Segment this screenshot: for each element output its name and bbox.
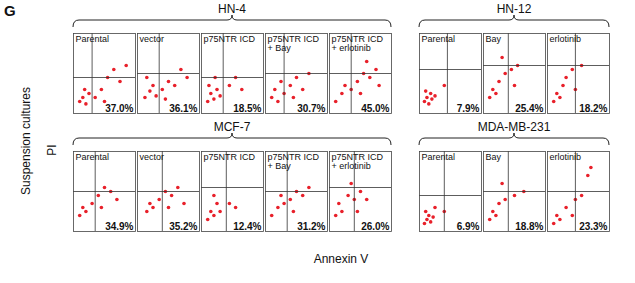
html-text:HN-12: HN-12	[496, 2, 532, 16]
svg-text:vector: vector	[140, 152, 165, 162]
svg-text:Parental: Parental	[422, 34, 456, 44]
html-text:G: G	[4, 2, 16, 19]
svg-text:vector: vector	[140, 34, 165, 44]
svg-text:36.1%: 36.1%	[169, 103, 197, 114]
svg-text:25.4%: 25.4%	[515, 103, 543, 114]
svg-text:p75NTR ICD+ Bay: p75NTR ICD+ Bay	[268, 34, 320, 53]
svg-text:6.9%: 6.9%	[457, 221, 480, 232]
svg-text:p75NTR ICD+ Bay: p75NTR ICD+ Bay	[268, 152, 320, 171]
html-text:Suspension cultures: Suspension cultures	[19, 87, 33, 195]
svg-text:Parental: Parental	[422, 152, 456, 162]
svg-text:Parental: Parental	[76, 34, 110, 44]
svg-text:31.2%: 31.2%	[297, 221, 325, 232]
html-text:HN-4: HN-4	[218, 2, 246, 16]
svg-text:26.0%: 26.0%	[361, 221, 389, 232]
svg-text:Bay: Bay	[486, 34, 502, 44]
svg-text:45.0%: 45.0%	[361, 103, 389, 114]
svg-text:7.9%: 7.9%	[457, 103, 480, 114]
svg-text:18.2%: 18.2%	[579, 103, 607, 114]
svg-text:18.8%: 18.8%	[515, 221, 543, 232]
html-text:MCF-7: MCF-7	[213, 120, 251, 134]
svg-text:erlotinib: erlotinib	[550, 34, 582, 44]
svg-text:Bay: Bay	[486, 152, 502, 162]
svg-text:34.9%: 34.9%	[105, 221, 133, 232]
svg-text:p75NTR ICD+ erlotinib: p75NTR ICD+ erlotinib	[332, 34, 384, 53]
svg-text:35.2%: 35.2%	[169, 221, 197, 232]
svg-text:p75NTR ICD: p75NTR ICD	[204, 34, 256, 44]
svg-text:Parental: Parental	[76, 152, 110, 162]
svg-text:18.5%: 18.5%	[233, 103, 261, 114]
html-text:PI: PI	[45, 144, 59, 156]
svg-text:p75NTR ICD: p75NTR ICD	[204, 152, 256, 162]
svg-text:23.3%: 23.3%	[579, 221, 607, 232]
svg-text:30.7%: 30.7%	[297, 103, 325, 114]
html-text:MDA-MB-231: MDA-MB-231	[477, 120, 551, 134]
html-text:Annexin V: Annexin V	[313, 252, 369, 266]
svg-text:erlotinib: erlotinib	[550, 152, 582, 162]
svg-text:12.4%: 12.4%	[233, 221, 261, 232]
svg-text:p75NTR ICD+ erlotinib: p75NTR ICD+ erlotinib	[332, 152, 384, 171]
svg-text:37.0%: 37.0%	[105, 103, 133, 114]
